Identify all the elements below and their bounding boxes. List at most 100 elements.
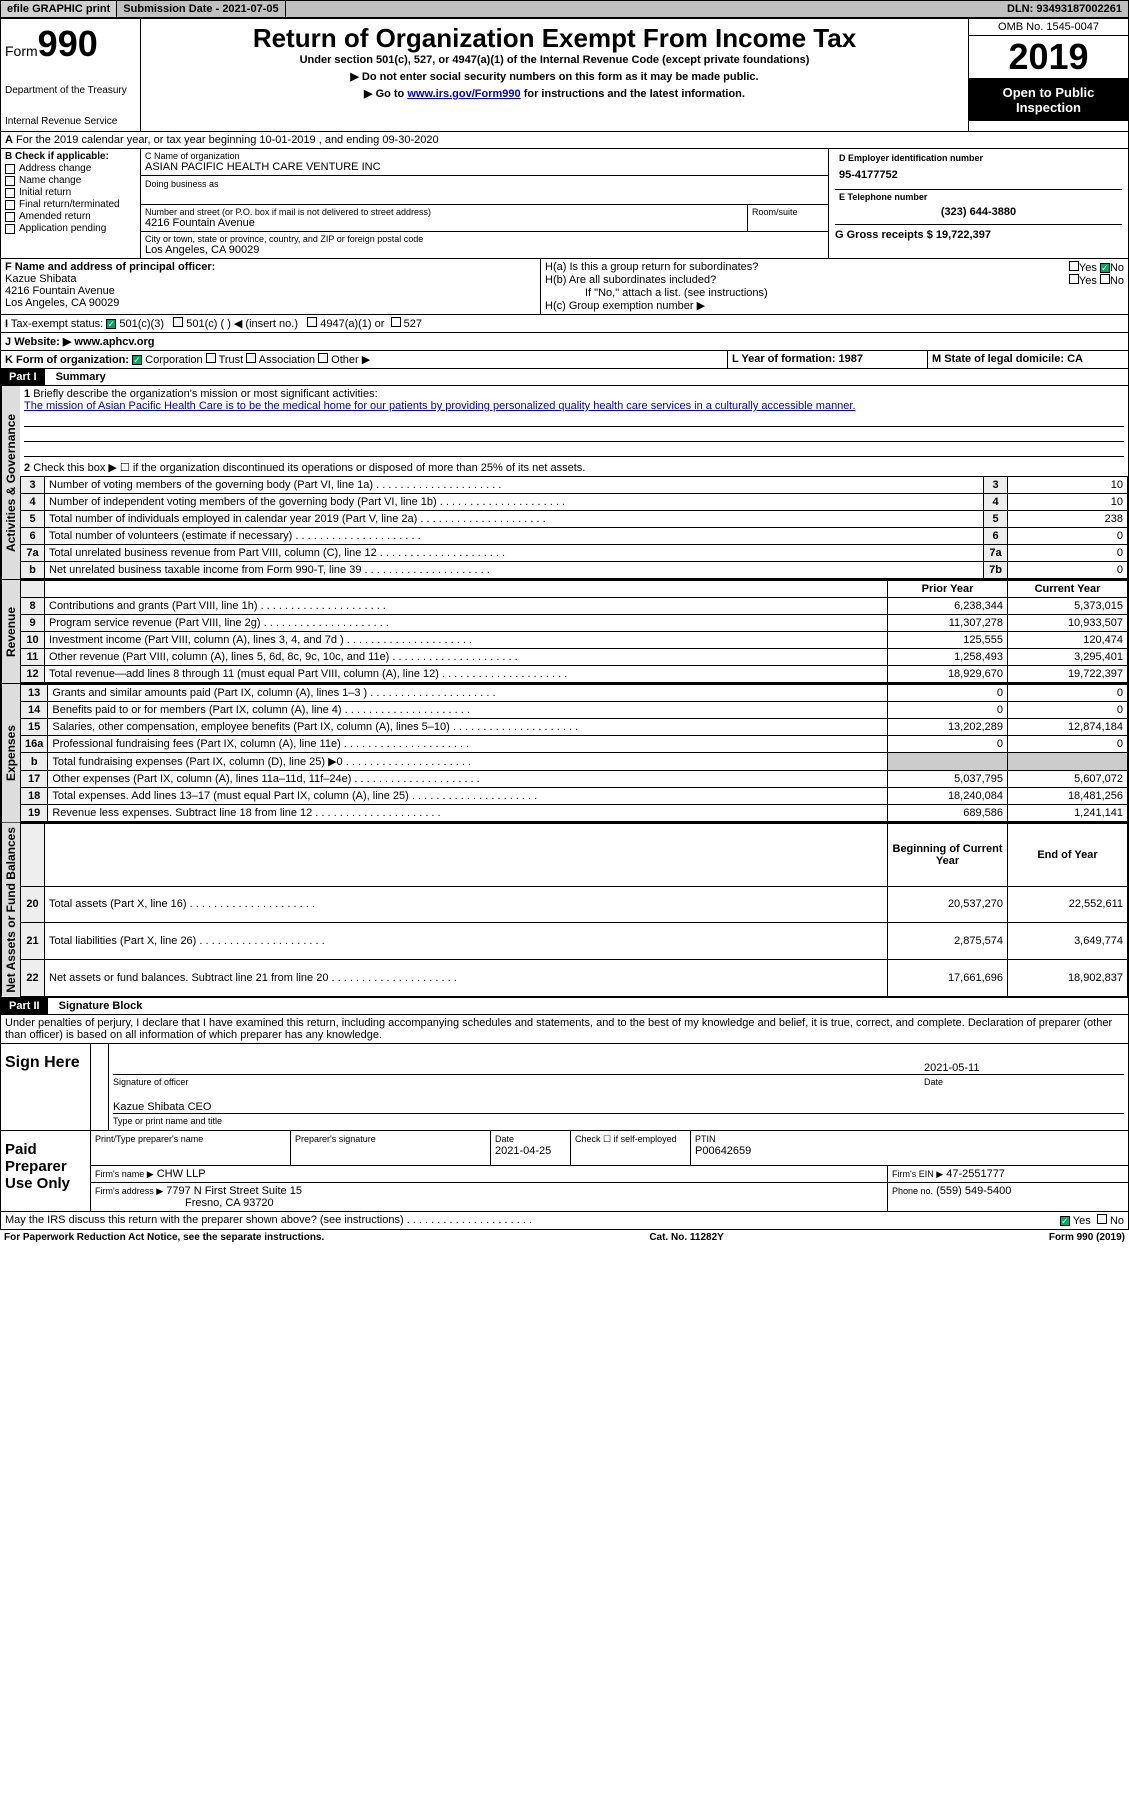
footer: For Paperwork Reduction Act Notice, see … (0, 1230, 1129, 1245)
line-number: 13 (21, 685, 48, 702)
goto-prefix: ▶ Go to (364, 88, 407, 100)
sign-here-label: Sign Here (1, 1044, 91, 1130)
line-number: 22 (21, 959, 45, 996)
e-phone-label: E Telephone number (839, 192, 1118, 202)
line-ref: 7b (984, 562, 1008, 579)
discuss-no-checkbox[interactable] (1097, 1214, 1107, 1224)
i-501c3-checkbox[interactable] (106, 319, 116, 329)
line-text: Number of independent voting members of … (45, 494, 984, 511)
current-year: 3,295,401 (1008, 649, 1128, 666)
k-assoc-checkbox[interactable] (246, 353, 256, 363)
city-label: City or town, state or province, country… (145, 234, 824, 244)
form-label: Form (5, 43, 38, 59)
top-header-bar: efile GRAPHIC print Submission Date - 20… (0, 0, 1129, 18)
instructions-link[interactable]: www.irs.gov/Form990 (407, 88, 520, 100)
b-opt-label: Application pending (19, 223, 106, 234)
d-ein-label: D Employer identification number (839, 153, 1118, 163)
line-ref: 7a (984, 545, 1008, 562)
b-opt-label: Name change (19, 175, 81, 186)
officer-group-row: F Name and address of principal officer:… (0, 259, 1129, 315)
b-opt-label: Amended return (19, 211, 91, 222)
line-value: 10 (1008, 477, 1128, 494)
form-subtitle-1: Under section 501(c), 527, or 4947(a)(1)… (145, 54, 964, 66)
b-opt-checkbox[interactable] (5, 200, 15, 210)
line-text: Benefits paid to or for members (Part IX… (48, 702, 888, 719)
k-other-checkbox[interactable] (318, 353, 328, 363)
b-opt-checkbox[interactable] (5, 176, 15, 186)
hb-note: If "No," attach a list. (see instruction… (545, 287, 1124, 299)
ha-no-checkbox[interactable] (1100, 263, 1110, 273)
line-a-tax-year: A For the 2019 calendar year, or tax yea… (1, 132, 443, 148)
discuss-yes-checkbox[interactable] (1060, 1216, 1070, 1226)
line-text: Investment income (Part VIII, column (A)… (45, 632, 888, 649)
current-year: 0 (1008, 736, 1128, 753)
line-text: Other expenses (Part IX, column (A), lin… (48, 771, 888, 788)
line-number: 15 (21, 719, 48, 736)
prior-year: 5,037,795 (888, 771, 1008, 788)
line-ref: 6 (984, 528, 1008, 545)
ha-yes-checkbox[interactable] (1069, 261, 1079, 271)
signature-block: Under penalties of perjury, I declare th… (0, 1015, 1129, 1230)
ptin-value: P00642659 (695, 1145, 751, 1157)
prep-date-value: 2021-04-25 (495, 1145, 551, 1157)
line-text: Total number of volunteers (estimate if … (45, 528, 984, 545)
hb-yes-checkbox[interactable] (1069, 274, 1079, 284)
hc-label: H(c) Group exemption number ▶ (545, 299, 1124, 312)
section-b-label: B Check if applicable: (5, 151, 136, 162)
tax-exempt-label: Tax-exempt status: (11, 318, 103, 330)
dln: DLN: 93493187002261 (1001, 1, 1128, 17)
line-number: 21 (21, 923, 45, 960)
b-opt-checkbox[interactable] (5, 212, 15, 222)
prior-year: 13,202,289 (888, 719, 1008, 736)
prior-year: 0 (888, 736, 1008, 753)
type-print-label: Type or print name and title (113, 1116, 1124, 1126)
form-number: 990 (38, 23, 98, 64)
line-number: 19 (21, 805, 48, 822)
current-year: 0 (1008, 702, 1128, 719)
self-emp-label: Check ☐ if self-employed (575, 1134, 677, 1144)
i-527-checkbox[interactable] (391, 317, 401, 327)
line-number: 16a (21, 736, 48, 753)
pra-notice: For Paperwork Reduction Act Notice, see … (4, 1232, 324, 1243)
b-opt-checkbox[interactable] (5, 188, 15, 198)
officer-name-title: Kazue Shibata CEO (113, 1101, 211, 1113)
line-text: Net assets or fund balances. Subtract li… (45, 959, 888, 996)
part-ii-header: Part II (1, 998, 48, 1014)
submission-date: Submission Date - 2021-07-05 (117, 1, 285, 17)
org-city: Los Angeles, CA 90029 (145, 244, 824, 256)
i-4947-checkbox[interactable] (307, 317, 317, 327)
prior-year: 1,258,493 (888, 649, 1008, 666)
line-text: Total expenses. Add lines 13–17 (must eq… (48, 788, 888, 805)
line-number: 3 (21, 477, 45, 494)
firm-ein: 47-2551777 (946, 1168, 1005, 1180)
line-value: 0 (1008, 528, 1128, 545)
hb-label: H(b) Are all subordinates included? (545, 274, 716, 287)
current-year: 120,474 (1008, 632, 1128, 649)
prior-year: 20,537,270 (888, 886, 1008, 923)
efile-print-button[interactable]: efile GRAPHIC print (1, 1, 117, 17)
phone-value: (323) 644-3880 (839, 202, 1118, 222)
k-corp-checkbox[interactable] (132, 355, 142, 365)
org-address: 4216 Fountain Avenue (145, 217, 743, 229)
part-i-header: Part I (1, 369, 45, 385)
current-year: 1,241,141 (1008, 805, 1128, 822)
k-trust-checkbox[interactable] (206, 353, 216, 363)
prep-name-label: Print/Type preparer's name (95, 1134, 203, 1144)
line-text: Program service revenue (Part VIII, line… (45, 615, 888, 632)
current-year: 22,552,611 (1008, 886, 1128, 923)
hb-no-checkbox[interactable] (1100, 274, 1110, 284)
current-year: 3,649,774 (1008, 923, 1128, 960)
i-501c-checkbox[interactable] (173, 317, 183, 327)
b-opt-checkbox[interactable] (5, 164, 15, 174)
prior-year (888, 753, 1008, 771)
dba-label: Doing business as (145, 179, 219, 189)
prior-year: 2,875,574 (888, 923, 1008, 960)
prior-year: 18,929,670 (888, 666, 1008, 683)
current-year: 5,607,072 (1008, 771, 1128, 788)
line-text: Professional fundraising fees (Part IX, … (48, 736, 888, 753)
b-opt-checkbox[interactable] (5, 224, 15, 234)
line-value: 0 (1008, 562, 1128, 579)
prior-year: 0 (888, 685, 1008, 702)
net-assets-section: Net Assets or Fund Balances Beginning of… (0, 823, 1129, 998)
officer-name: Kazue Shibata (5, 273, 536, 285)
